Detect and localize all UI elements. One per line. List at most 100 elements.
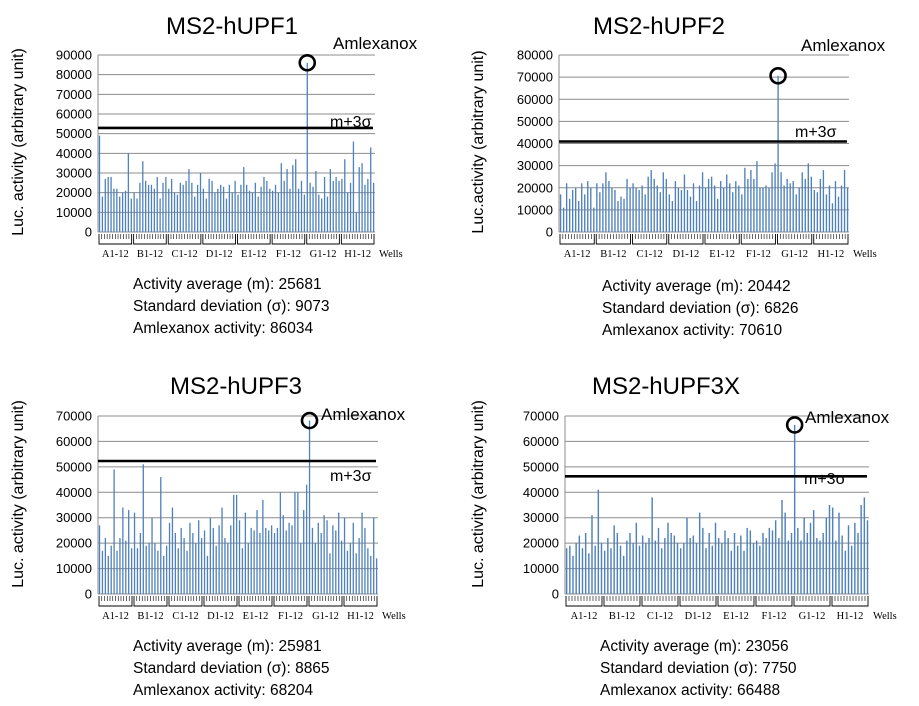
group-label: C1-12 xyxy=(637,249,663,260)
bar xyxy=(674,181,677,232)
x-axis-label: Wells xyxy=(853,249,877,260)
bar xyxy=(804,178,806,232)
y-tick-label: 0 xyxy=(552,587,559,602)
group-label: B1-12 xyxy=(137,611,163,622)
bar xyxy=(238,520,241,594)
bar xyxy=(98,525,101,594)
bar xyxy=(361,512,363,594)
group-bracket xyxy=(777,234,813,245)
bar xyxy=(305,484,308,594)
bar xyxy=(274,184,277,232)
bar xyxy=(860,505,862,594)
bar xyxy=(686,517,688,594)
bar xyxy=(565,548,568,594)
bar xyxy=(222,186,225,232)
bar xyxy=(224,538,226,594)
group-bracket xyxy=(168,596,203,607)
bar xyxy=(648,538,650,594)
bar xyxy=(228,184,231,232)
bar xyxy=(683,174,686,232)
bar xyxy=(638,545,641,594)
bar xyxy=(822,532,824,594)
bar xyxy=(215,545,217,594)
bar xyxy=(695,201,698,232)
bar xyxy=(774,520,777,594)
bar xyxy=(656,185,658,232)
bar xyxy=(756,161,758,232)
highlight-label: Amlexanox xyxy=(805,408,890,427)
bar xyxy=(318,194,320,232)
threshold-label: m+3σ xyxy=(330,114,372,131)
bar xyxy=(777,75,779,232)
bar xyxy=(122,507,124,594)
group-bracket xyxy=(237,234,271,245)
bar xyxy=(340,540,343,594)
y-axis-label: Luc. activity (arbitrary unit) xyxy=(10,48,27,236)
chart-panel-hupf1: MS2-hUPF1 Luc. activity (arbitrary unit) 0… xyxy=(0,0,459,353)
bar xyxy=(303,510,305,594)
chart-title: MS2-hUPF3 xyxy=(170,373,302,400)
bar xyxy=(309,182,311,232)
y-tick-label: 20000 xyxy=(517,180,553,195)
bar xyxy=(847,525,850,594)
bar xyxy=(653,178,655,232)
bar xyxy=(227,543,229,594)
group-label: F1-12 xyxy=(278,611,303,622)
bar xyxy=(834,181,837,232)
bar xyxy=(358,167,360,232)
bar xyxy=(246,184,248,232)
bar xyxy=(121,192,124,232)
bar xyxy=(578,535,581,594)
group-bracket xyxy=(755,596,793,607)
bar xyxy=(638,189,640,232)
bar xyxy=(689,538,691,594)
bar xyxy=(632,543,634,594)
bar xyxy=(107,176,109,232)
bar xyxy=(218,525,220,594)
bar xyxy=(128,510,130,594)
bar xyxy=(186,550,188,594)
group-bracket xyxy=(831,596,869,607)
bar xyxy=(726,174,728,232)
bar xyxy=(716,198,719,232)
bar xyxy=(133,192,135,232)
threshold-label: m+3σ xyxy=(795,124,837,141)
y-tick-label: 50000 xyxy=(56,126,92,141)
bar xyxy=(596,183,598,232)
bar xyxy=(575,543,577,594)
bar xyxy=(139,182,141,232)
bar xyxy=(280,163,282,232)
highlight-circle xyxy=(298,53,317,72)
bar xyxy=(119,196,121,232)
bar xyxy=(626,540,628,594)
bar xyxy=(780,172,782,232)
group-label: H1-12 xyxy=(347,611,374,622)
bar xyxy=(822,170,825,232)
bar xyxy=(347,192,349,232)
bar xyxy=(352,522,354,594)
bar xyxy=(265,527,267,594)
bar xyxy=(584,532,587,594)
bar xyxy=(358,538,360,594)
bar xyxy=(774,163,776,232)
bar xyxy=(209,517,212,594)
bar xyxy=(819,540,821,594)
bar xyxy=(647,176,649,232)
bar xyxy=(835,540,837,594)
stats-block: Activity average (m): 25981 Standard dev… xyxy=(133,636,433,702)
bar xyxy=(790,532,793,594)
bar xyxy=(285,530,287,594)
bar xyxy=(584,194,586,232)
bar xyxy=(797,527,799,594)
y-tick-label: 80000 xyxy=(517,48,553,63)
bar xyxy=(750,170,752,232)
y-tick-label: 60000 xyxy=(523,434,559,449)
group-label: H1-12 xyxy=(837,611,864,622)
bar xyxy=(622,555,625,594)
bar xyxy=(130,198,132,232)
bar xyxy=(792,181,794,232)
group-label: F1-12 xyxy=(276,249,301,260)
bar xyxy=(231,192,233,232)
bar xyxy=(603,550,606,594)
bar xyxy=(244,512,247,594)
